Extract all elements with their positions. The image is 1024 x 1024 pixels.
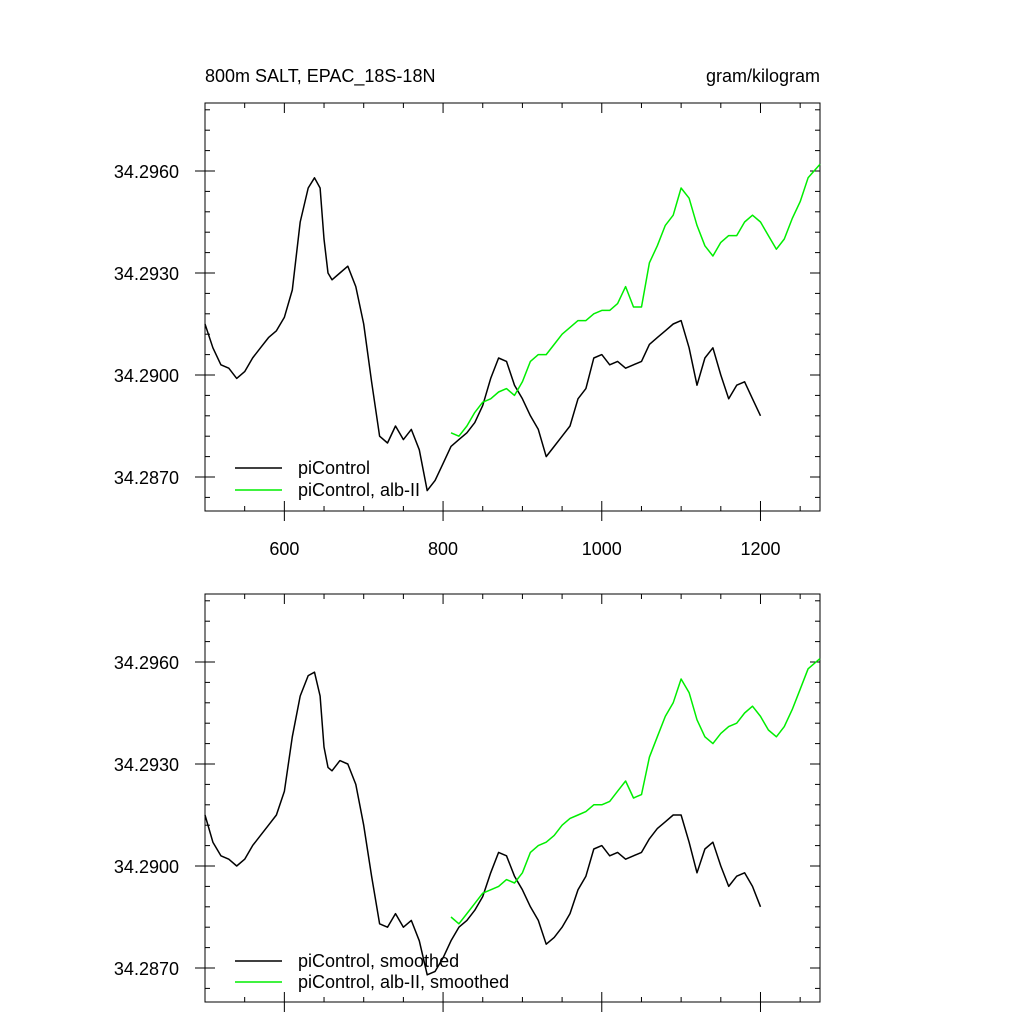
y-tick-label: 34.2900	[114, 366, 179, 386]
y-tick-label: 34.2960	[114, 162, 179, 182]
series-line-picontrol-smoothed	[204, 671, 762, 976]
plot-frame-bottom	[204, 593, 821, 1003]
y-tick-label: 34.2870	[114, 959, 179, 979]
chart-title: 800m SALT, EPAC_18S-18N	[205, 66, 435, 87]
y-tick-label: 34.2900	[114, 857, 179, 877]
x-tick-label: 1000	[582, 539, 622, 559]
series-line-picontrol	[204, 177, 762, 492]
units-label: gram/kilogram	[706, 66, 820, 86]
legend-bottom: piControl, smoothed piControl, alb-II, s…	[235, 951, 509, 992]
legend-top: piControl piControl, alb-II	[235, 458, 420, 500]
bottom-panel-smoothed: 34.2870 34.2900 34.2930 34.2960 piControl, …	[114, 593, 821, 1012]
series-line-picontrol-alb-ii	[450, 163, 821, 437]
legend-label-picontrol-alb-ii-smoothed: piControl, alb-II, smoothed	[298, 972, 509, 992]
x-tick-label: 1200	[740, 539, 780, 559]
plot-frame-top	[204, 102, 821, 512]
x-tick-label: 800	[428, 539, 458, 559]
y-tick-label: 34.2930	[114, 264, 179, 284]
top-panel-raw: 800m SALT, EPAC_18S-18N gram/kilogram 60…	[114, 66, 821, 559]
series-layer-bottom	[204, 658, 821, 976]
legend-label-picontrol-alb-ii: piControl, alb-II	[298, 480, 420, 500]
series-layer-top	[204, 163, 821, 492]
y-tick-label: 34.2960	[114, 653, 179, 673]
axis-ticks-top: 600 800 1000 1200 34.2870 34.2900 34.2930 34.29…	[114, 103, 820, 559]
legend-label-picontrol: piControl	[298, 458, 370, 478]
legend-label-picontrol-smoothed: piControl, smoothed	[298, 951, 459, 971]
y-tick-label: 34.2930	[114, 755, 179, 775]
y-tick-label: 34.2870	[114, 468, 179, 488]
series-line-picontrol-alb-ii-smoothed	[450, 658, 821, 925]
x-tick-label: 600	[269, 539, 299, 559]
axis-ticks-bottom: 34.2870 34.2900 34.2930 34.2960	[114, 594, 820, 1012]
